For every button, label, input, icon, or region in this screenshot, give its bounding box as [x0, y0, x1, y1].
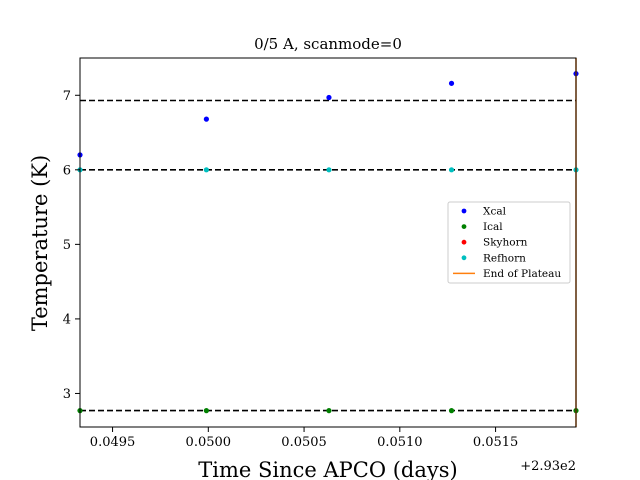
legend-marker-refhorn: [461, 255, 467, 261]
legend-marker-skyhorn: [461, 239, 467, 245]
x-tick-label: 0.0495: [90, 435, 136, 450]
legend-items: Xcal Ical Skyhorn Refhorn End of Plateau: [453, 206, 561, 280]
point-refhorn-1: [203, 167, 209, 173]
legend-label-skyhorn: Skyhorn: [483, 237, 528, 249]
x-tick-label: 0.0505: [281, 435, 327, 450]
y-tick-label: 3: [63, 387, 71, 402]
y-tick-label: 6: [63, 163, 71, 178]
x-tick-label: 0.0515: [473, 435, 519, 450]
chart-title: 0/5 A, scanmode=0: [254, 35, 402, 53]
point-refhorn-3: [448, 167, 455, 173]
legend-box: [447, 201, 571, 284]
legend-label-xcal: Xcal: [483, 206, 507, 218]
point-xcal-3: [448, 80, 455, 86]
legend-marker-xcal: [461, 208, 467, 214]
legend-marker-ical: [461, 224, 467, 230]
legend-label-end-of-plateau: End of Plateau: [483, 268, 561, 280]
x-tick-label: 0.0500: [186, 435, 232, 450]
y-axis-label: Temperature (K): [28, 155, 52, 331]
point-ical-2: [326, 408, 332, 414]
legend: Xcal Ical Skyhorn Refhorn End of Plateau: [447, 201, 571, 284]
point-refhorn-2: [326, 167, 332, 173]
x-axis-label: Time Since APCO (days): [198, 458, 457, 480]
y-tick-label: 4: [63, 312, 71, 327]
x-offset-label: +2.93e2: [520, 459, 576, 474]
point-xcal-2: [326, 94, 332, 101]
legend-label-refhorn: Refhorn: [483, 252, 526, 264]
point-ical-1: [203, 408, 209, 414]
x-tick-label: 0.0510: [377, 435, 423, 450]
plot-frame: [79, 57, 577, 428]
point-xcal-1: [203, 116, 209, 122]
x-axis-ticks: 0.0495 0.0500 0.0505 0.0510 0.0515: [90, 427, 519, 450]
legend-label-ical: Ical: [483, 221, 503, 233]
y-tick-label: 5: [63, 238, 71, 253]
y-axis-ticks: 3 4 5 6 7: [63, 89, 80, 402]
point-ical-3: [448, 408, 455, 414]
y-tick-label: 7: [63, 89, 71, 104]
